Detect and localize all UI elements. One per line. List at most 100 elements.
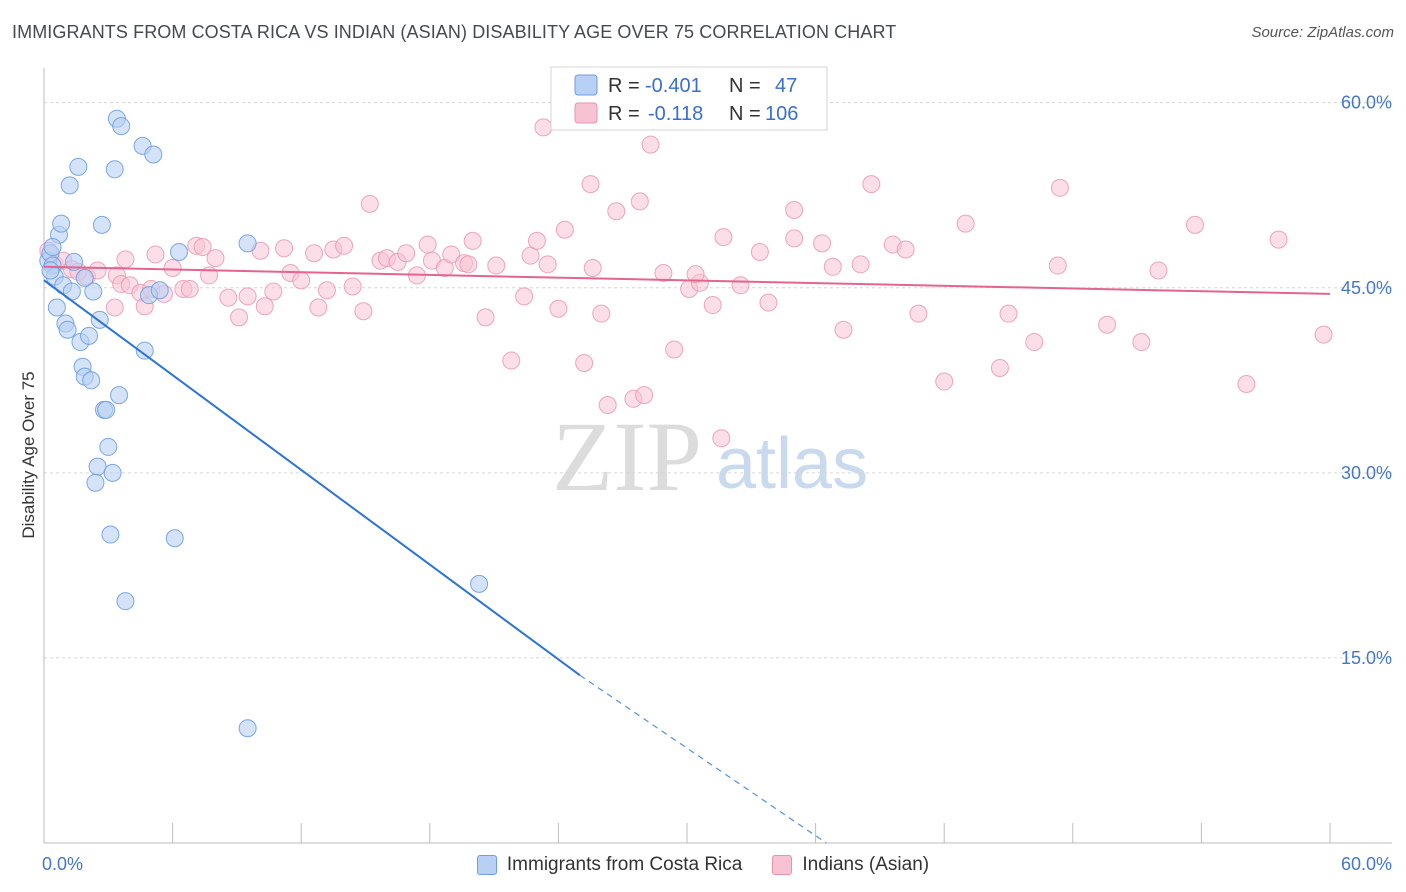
point-indians-95: [1098, 315, 1117, 334]
point-indians-19: [180, 279, 199, 298]
point-indians-55: [515, 287, 534, 306]
point-indians-77: [759, 293, 778, 312]
point-costa-rica-17: [82, 371, 101, 390]
bottom-legend-swatch-pink: [772, 855, 793, 875]
point-indians-62: [581, 175, 600, 194]
point-indians-68: [641, 135, 660, 154]
point-indians-24: [219, 288, 238, 307]
point-costa-rica-40: [238, 234, 257, 253]
point-costa-rica-34: [135, 341, 154, 360]
bottom-legend-item-indians: Indians (Asian): [772, 854, 929, 876]
point-indians-94: [1050, 178, 1069, 197]
point-costa-rica-10: [60, 176, 79, 195]
trendline-indians: [43, 265, 1331, 295]
x-tick-label-0: 0.0%: [42, 854, 83, 874]
point-indians-96: [1132, 333, 1151, 352]
point-indians-80: [813, 234, 832, 253]
point-costa-rica-32: [116, 592, 135, 611]
y-tick-label-2: 45.0%: [1341, 278, 1392, 298]
point-indians-86: [896, 240, 915, 259]
trendlines: [43, 265, 1331, 844]
point-indians-100: [1269, 230, 1288, 249]
legend-swatch-blue: [574, 74, 598, 96]
point-costa-rica-41: [238, 719, 257, 738]
trendline-costa-rica-extension: [579, 674, 827, 844]
point-indians-10: [116, 250, 135, 269]
point-costa-rica-39: [170, 242, 189, 261]
point-indians-93: [1048, 256, 1067, 275]
point-indians-67: [635, 386, 654, 405]
point-indians-49: [442, 245, 461, 264]
point-indians-30: [275, 239, 294, 258]
bottom-legend-label-indians: Indians (Asian): [802, 854, 930, 875]
legend-r-label-1: R =: [608, 75, 640, 97]
y-tick-labels: 15.0% 30.0% 45.0% 60.0%: [1341, 93, 1392, 668]
legend-n-label-1: N =: [729, 75, 761, 97]
point-costa-rica-43: [43, 238, 62, 257]
point-indians-98: [1185, 215, 1204, 234]
point-costa-rica-27: [103, 463, 122, 482]
point-indians-73: [703, 296, 722, 315]
point-indians-107: [583, 259, 602, 278]
point-costa-rica-25: [99, 437, 118, 456]
series-costa-rica: [39, 109, 489, 738]
point-indians-34: [309, 298, 328, 317]
bottom-legend: Immigrants from Costa Rica Indians (Asia…: [0, 851, 1406, 879]
y-tick-label-0: 15.0%: [1341, 648, 1392, 668]
point-indians-28: [255, 297, 274, 316]
point-costa-rica-4: [47, 298, 66, 317]
axes: [43, 68, 1392, 844]
point-costa-rica-18: [84, 282, 103, 301]
legend-n-value-2: 106: [765, 103, 798, 125]
point-indians-37: [335, 236, 354, 255]
point-indians-102: [534, 118, 553, 137]
point-indians-33: [305, 244, 324, 263]
point-indians-101: [1314, 325, 1333, 344]
chart-title: IMMIGRANTS FROM COSTA RICA VS INDIAN (AS…: [12, 22, 897, 42]
point-indians-87: [909, 304, 928, 323]
bottom-legend-item-costa-rica: Immigrants from Costa Rica: [476, 854, 743, 876]
point-costa-rica-45: [75, 268, 94, 287]
point-indians-76: [750, 242, 769, 261]
point-indians-17: [163, 259, 182, 278]
point-indians-57: [527, 231, 546, 250]
legend-r-value-2: -0.118: [648, 103, 703, 125]
point-costa-rica-6: [52, 214, 71, 233]
point-indians-82: [834, 320, 853, 339]
point-indians-51: [463, 231, 482, 250]
point-indians-61: [575, 354, 594, 373]
point-costa-rica-20: [86, 473, 105, 492]
point-costa-rica-12: [69, 157, 88, 176]
watermark-zip: ZIP: [552, 401, 702, 512]
point-indians-97: [1149, 261, 1168, 280]
point-indians-84: [862, 175, 881, 194]
point-indians-74: [712, 429, 731, 448]
point-indians-59: [549, 299, 568, 318]
bottom-legend-swatch-blue: [476, 855, 497, 875]
point-indians-32: [292, 271, 311, 290]
point-indians-91: [999, 304, 1018, 323]
point-indians-56: [521, 246, 540, 265]
point-costa-rica-26: [101, 525, 120, 544]
point-indians-83: [851, 255, 870, 274]
point-indians-75: [731, 276, 750, 295]
point-costa-rica-28: [105, 160, 124, 179]
point-costa-rica-38: [165, 529, 184, 548]
point-costa-rica-24: [97, 400, 116, 419]
x-tick-label-1: 60.0%: [1341, 854, 1392, 874]
legend-n-value-1: 47: [775, 75, 797, 97]
legend-swatch-pink: [574, 102, 598, 124]
series-indians-asian: [39, 118, 1333, 448]
point-indians-92: [1025, 333, 1044, 352]
point-indians-46: [418, 235, 437, 254]
point-indians-63: [592, 304, 611, 323]
point-indians-23: [206, 249, 225, 268]
point-indians-69: [654, 263, 673, 282]
bottom-legend-label-costa-rica: Immigrants from Costa Rica: [506, 854, 743, 875]
y-axis-label: Disability Age Over 75: [19, 371, 38, 538]
point-indians-88: [935, 372, 954, 391]
point-costa-rica-22: [92, 215, 111, 234]
point-costa-rica-16: [80, 326, 99, 345]
point-indians-103: [630, 192, 649, 211]
point-indians-78: [785, 201, 804, 220]
